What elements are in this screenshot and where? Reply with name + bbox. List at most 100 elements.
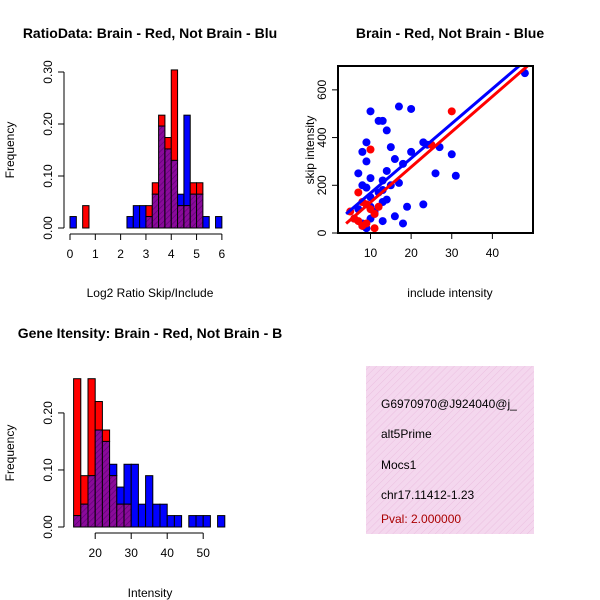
scatter-point-blue	[394, 102, 403, 111]
intensity-histogram-bars	[73, 378, 226, 528]
intensity-histogram-overlap-bar	[116, 503, 125, 528]
scatter-y-tick-label: 400	[315, 127, 329, 147]
scatter-ylabel: skip intensity	[303, 116, 317, 185]
intensity-scatter-panel: Brain - Red, Not Brain - Blue include in…	[303, 25, 544, 300]
info-pval: Pval: 2.000000	[381, 512, 461, 526]
ratio-histogram-blue-bar	[126, 216, 134, 229]
scatter-title: Brain - Red, Not Brain - Blue	[356, 25, 544, 41]
scatter-point-red	[370, 209, 379, 218]
ratio-histogram-y-tick-label: 0.00	[41, 216, 55, 240]
ratio-histogram-y-tick-label: 0.20	[41, 112, 55, 136]
ratio-histogram-x-tick-label: 3	[143, 247, 150, 261]
ratio-histogram-red-bar	[158, 114, 166, 127]
ratio-histogram-panel: RatioData: Brain - Red, Not Brain - Blu …	[3, 25, 277, 300]
intensity-histogram-overlap-bar	[80, 503, 89, 528]
scatter-point-red	[374, 202, 383, 211]
intensity-histogram-blue-bar	[188, 515, 197, 528]
scatter-point-blue	[407, 147, 416, 156]
scatter-x-tick-label: 10	[364, 246, 378, 260]
ratio-histogram-x-tick-label: 4	[168, 247, 175, 261]
ratio-histogram-xlabel: Log2 Ratio Skip/Include	[87, 286, 214, 300]
scatter-point-blue	[451, 171, 460, 180]
ratio-histogram-red-bar	[196, 182, 204, 195]
ratio-histogram-overlap-bar	[183, 205, 191, 229]
info-box: G6970970@J924040@j_ alt5Prime Mocs1 chr1…	[366, 366, 534, 534]
scatter-y-tick-label: 0	[315, 229, 329, 236]
scatter-point-red	[447, 107, 456, 116]
scatter-point-blue	[378, 116, 387, 125]
scatter-xlabel: include intensity	[407, 286, 492, 300]
ratio-histogram-blue-bar	[69, 216, 77, 229]
scatter-point-blue	[362, 157, 371, 166]
info-probe: G6970970@J924040@j_	[381, 397, 517, 411]
ratio-histogram-overlap-bar	[177, 205, 185, 229]
scatter-point-blue	[354, 169, 363, 178]
intensity-histogram-x-tick-label: 50	[197, 546, 211, 560]
intensity-histogram-overlap-bar	[109, 475, 118, 528]
intensity-histogram-x-tick-label: 40	[161, 546, 175, 560]
intensity-histogram-blue-bar	[217, 515, 226, 528]
scatter-x-tick-label: 20	[404, 246, 418, 260]
ratio-histogram-blue-bar	[132, 205, 141, 229]
ratio-histogram-overlap-bar	[164, 148, 172, 229]
ratio-histogram-blue-bar	[215, 216, 223, 229]
ratio-histogram-axes: 0 1 2 3 4 5 6 0.00 0.10 0.20 0.30	[41, 60, 226, 261]
intensity-histogram-xlabel: Intensity	[128, 586, 173, 600]
scatter-point-blue	[382, 126, 391, 135]
ratio-histogram-red-bar	[170, 69, 179, 161]
intensity-histogram-blue-bar	[145, 475, 154, 528]
info-box-background	[366, 366, 534, 534]
scatter-point-blue	[362, 183, 371, 192]
ratio-histogram-overlap-bar	[145, 216, 153, 229]
ratio-histogram-red-bar	[145, 205, 153, 218]
intensity-histogram-ylabel: Frequency	[3, 425, 17, 482]
intensity-histogram-y-tick-label: 0.10	[41, 458, 55, 482]
intensity-histogram-axes: 20 30 40 50 0.00 0.10 0.20	[41, 401, 210, 560]
intensity-histogram-red-bar	[101, 429, 111, 442]
ratio-histogram-overlap-bar	[151, 193, 160, 229]
ratio-histogram-overlap-bar	[158, 125, 166, 229]
ratio-histogram-ylabel: Frequency	[3, 122, 17, 179]
ratio-histogram-blue-bar	[202, 216, 210, 229]
scatter-point-blue	[366, 107, 375, 116]
scatter-point-blue	[431, 169, 440, 178]
ratio-histogram-overlap-bar	[189, 193, 198, 229]
intensity-histogram-red-bar	[87, 378, 96, 477]
intensity-histogram-red-bar	[80, 475, 89, 505]
intensity-histogram-overlap-bar	[94, 429, 103, 528]
ratio-histogram-title: RatioData: Brain - Red, Not Brain - Blu	[23, 25, 277, 41]
ratio-histogram-x-tick-label: 2	[117, 247, 124, 261]
ratio-histogram-y-tick-label: 0.30	[41, 60, 55, 84]
ratio-histogram-bars	[69, 69, 223, 229]
scatter-point-blue	[403, 202, 412, 211]
intensity-histogram-blue-bar	[130, 463, 139, 528]
intensity-histogram-y-tick-label: 0.20	[41, 401, 55, 425]
scatter-point-blue	[390, 155, 399, 164]
intensity-histogram-blue-bar	[202, 515, 211, 528]
ratio-histogram-x-tick-label: 0	[67, 247, 74, 261]
intensity-histogram-overlap-bar	[73, 515, 82, 528]
intensity-histogram-blue-bar	[109, 463, 118, 477]
scatter-y-tick-label: 200	[315, 175, 329, 195]
intensity-histogram-blue-bar	[173, 515, 183, 528]
ratio-histogram-y-tick-label: 0.10	[41, 164, 55, 188]
info-location: chr17.11412-1.23	[381, 488, 475, 502]
info-gene: Mocs1	[381, 458, 417, 472]
intensity-histogram-blue-bar	[123, 463, 132, 505]
intensity-histogram-panel: Gene Itensity: Brain - Red, Not Brain - …	[3, 325, 282, 600]
scatter-point-blue	[390, 212, 399, 221]
scatter-point-red	[354, 188, 363, 197]
ratio-histogram-x-tick-label: 6	[219, 247, 226, 261]
ratio-histogram-red-bar	[189, 182, 198, 195]
scatter-point-blue	[366, 174, 375, 183]
scatter-point-blue	[386, 143, 395, 152]
scatter-point-blue	[419, 200, 428, 209]
scatter-point-blue	[382, 166, 391, 175]
ratio-histogram-overlap-bar	[196, 193, 204, 229]
ratio-histogram-x-tick-label: 1	[92, 247, 99, 261]
scatter-x-tick-label: 40	[486, 246, 500, 260]
scatter-plot-frame	[337, 65, 534, 234]
